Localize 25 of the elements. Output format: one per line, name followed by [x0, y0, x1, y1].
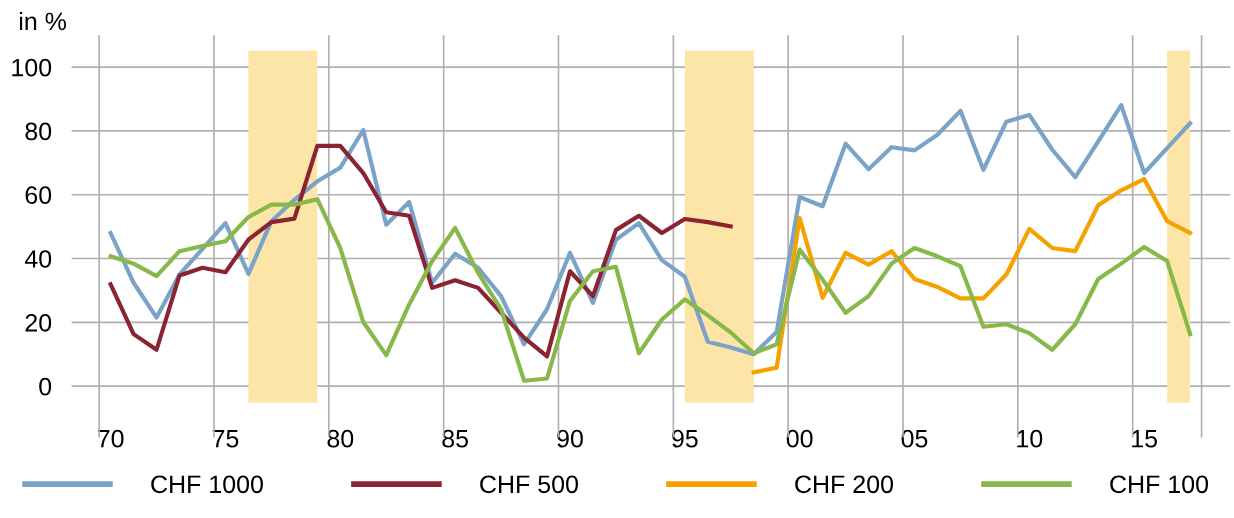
y-tick-label: 80 [25, 122, 52, 141]
x-tick-label: 80 [327, 429, 354, 448]
x-tick-label: 15 [1132, 430, 1158, 448]
x-tick-label: 95 [672, 429, 698, 448]
line-series [108, 197, 1193, 383]
line-series [108, 143, 733, 359]
line-series [751, 177, 1193, 375]
legend-label: CHF 100 [1110, 475, 1209, 494]
y-tick-label: 20 [25, 313, 52, 332]
y-tick-label: 100 [12, 58, 52, 77]
legend-label: CHF 500 [480, 475, 578, 494]
x-tick-label: 00 [786, 429, 813, 448]
x-tick-label: 90 [557, 429, 583, 448]
legend-label: CHF 200 [795, 475, 894, 494]
x-tick-label: 70 [98, 429, 124, 448]
line-series [108, 103, 1193, 357]
y-tick-label: 60 [25, 186, 52, 205]
y-tick-label: 40 [24, 250, 52, 268]
x-tick-label: 85 [442, 429, 468, 448]
x-tick-label: 10 [1017, 429, 1043, 448]
x-tick-label: 75 [212, 430, 239, 448]
y-tick-label: 0 [39, 377, 52, 396]
x-tick-label: 05 [901, 429, 928, 448]
legend-label: CHF 1000 [151, 475, 263, 494]
y-axis-title: in % [19, 11, 67, 31]
